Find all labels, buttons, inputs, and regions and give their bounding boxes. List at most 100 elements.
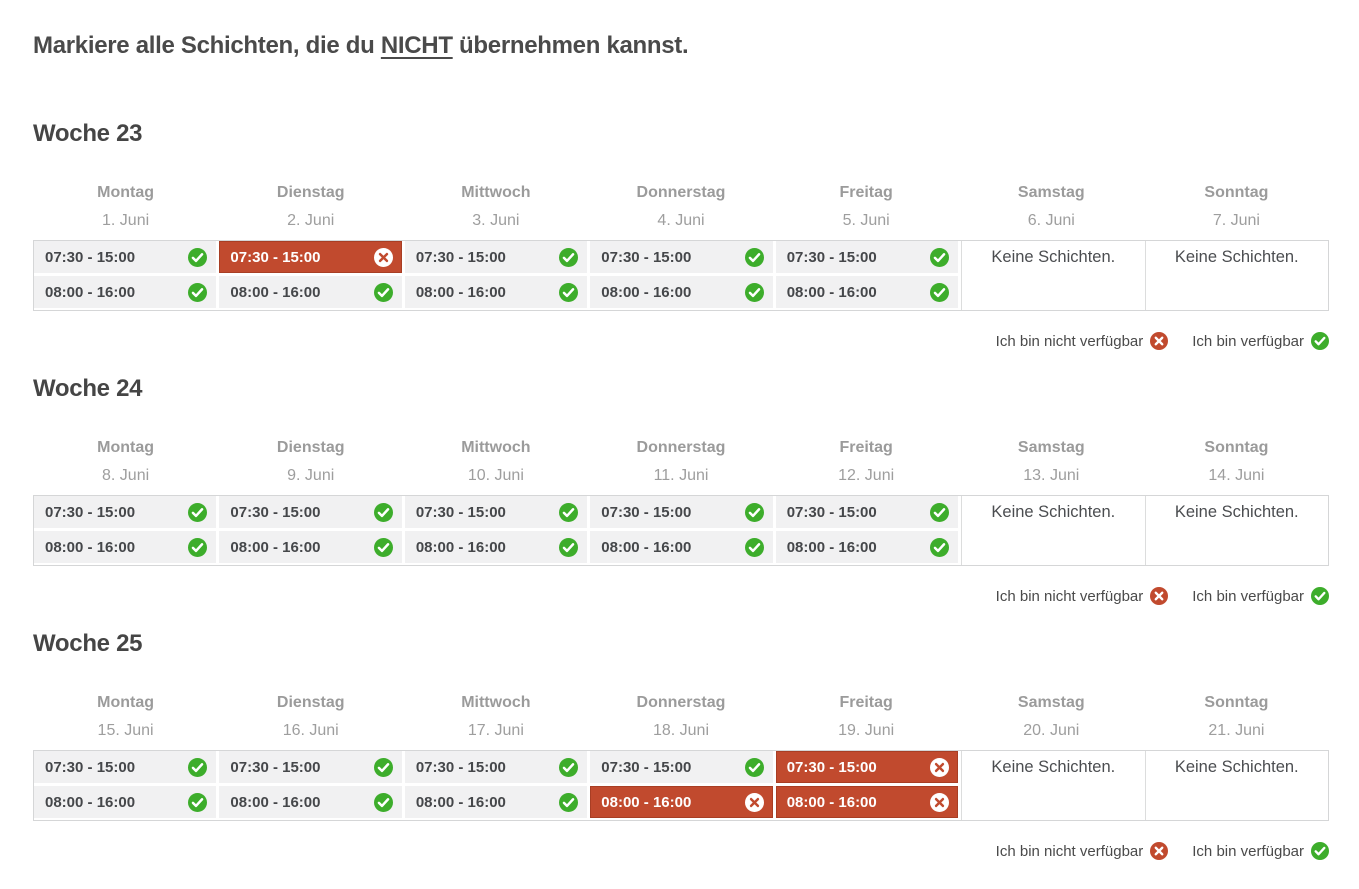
shift-cell[interactable]: 08:00 - 16:00: [219, 531, 402, 563]
day-column-sonntag: Keine Schichten.: [1144, 751, 1328, 820]
day-date: 5. Juni: [842, 212, 890, 229]
day-column-montag: 07:30 - 15:00 08:00 - 16:00: [34, 496, 220, 565]
shift-cell[interactable]: 07:30 - 15:00: [219, 241, 402, 273]
available-icon: [930, 282, 950, 302]
day-name: Sonntag: [1204, 694, 1269, 711]
day-name: Dienstag: [276, 694, 345, 711]
day-column-montag: 07:30 - 15:00 08:00 - 16:00: [34, 751, 220, 820]
shift-cell[interactable]: 07:30 - 15:00: [404, 496, 588, 528]
available-icon: [373, 282, 393, 302]
shift-cell[interactable]: 08:00 - 16:00: [34, 276, 217, 308]
day-header-sonntag: Sonntag 21. Juni: [1144, 694, 1329, 740]
day-header-samstag: Samstag 20. Juni: [959, 694, 1144, 740]
shift-time-label: 07:30 - 15:00: [230, 758, 321, 776]
legend: Ich bin nicht verfügbar Ich bin verfügba…: [33, 332, 1329, 350]
week-body: 07:30 - 15:00 08:00 - 16:00 07:30 - 15:00 0…: [33, 750, 1329, 821]
shift-cell[interactable]: 07:30 - 15:00: [404, 751, 588, 783]
shift-cell[interactable]: 08:00 - 16:00: [590, 276, 773, 308]
shift-cell[interactable]: 08:00 - 16:00: [775, 276, 959, 308]
shift-cell[interactable]: 08:00 - 16:00: [775, 786, 959, 818]
day-name: Sonntag: [1204, 439, 1269, 456]
shift-cell[interactable]: 07:30 - 15:00: [34, 496, 217, 528]
no-shifts-cell: Keine Schichten.: [962, 241, 1145, 310]
shift-cell[interactable]: 07:30 - 15:00: [219, 496, 402, 528]
day-header-dienstag: Dienstag 2. Juni: [218, 184, 403, 230]
shift-cell[interactable]: 07:30 - 15:00: [34, 751, 217, 783]
day-header-mittwoch: Mittwoch 10. Juni: [403, 439, 588, 485]
available-icon: [744, 757, 764, 777]
shift-time-label: 08:00 - 16:00: [45, 283, 136, 301]
shift-time-label: 08:00 - 16:00: [601, 538, 692, 556]
day-header-montag: Montag 8. Juni: [33, 439, 218, 485]
shift-cell[interactable]: 08:00 - 16:00: [775, 531, 959, 563]
day-name: Donnerstag: [636, 439, 726, 456]
day-header-freitag: Freitag 5. Juni: [774, 184, 959, 230]
day-name: Mittwoch: [461, 439, 531, 456]
day-date: 19. Juni: [838, 722, 895, 739]
day-header-samstag: Samstag 13. Juni: [959, 439, 1144, 485]
legend-available-label: Ich bin verfügbar: [1192, 587, 1304, 605]
day-header-sonntag: Sonntag 7. Juni: [1144, 184, 1329, 230]
no-shifts-cell: Keine Schichten.: [1145, 751, 1328, 820]
day-header-dienstag: Dienstag 9. Juni: [218, 439, 403, 485]
shift-cell[interactable]: 08:00 - 16:00: [590, 531, 773, 563]
day-name: Montag: [97, 439, 154, 456]
shift-cell[interactable]: 08:00 - 16:00: [219, 276, 402, 308]
available-icon: [930, 247, 950, 267]
shift-time-label: 07:30 - 15:00: [45, 503, 136, 521]
day-date: 4. Juni: [657, 212, 705, 229]
shift-cell[interactable]: 07:30 - 15:00: [590, 496, 773, 528]
shift-cell[interactable]: 07:30 - 15:00: [775, 496, 959, 528]
day-date: 18. Juni: [652, 722, 710, 739]
shift-availability-page: Markiere alle Schichten, die du NICHT üb…: [33, 32, 1329, 860]
week-title-24: Woche 24: [33, 375, 143, 402]
week-title-25: Woche 25: [33, 630, 143, 657]
day-header-montag: Montag 15. Juni: [33, 694, 218, 740]
available-icon: [930, 537, 950, 557]
shift-cell[interactable]: 07:30 - 15:00: [775, 751, 959, 783]
unavailable-icon: [930, 792, 950, 812]
day-date: 20. Juni: [1023, 722, 1080, 739]
shift-cell[interactable]: 07:30 - 15:00: [404, 241, 588, 273]
shift-cell[interactable]: 07:30 - 15:00: [590, 751, 773, 783]
shift-cell[interactable]: 08:00 - 16:00: [404, 276, 588, 308]
unavailable-icon: [1150, 842, 1169, 860]
shift-cell[interactable]: 08:00 - 16:00: [590, 786, 773, 818]
day-column-freitag: 07:30 - 15:00 08:00 - 16:00: [775, 241, 962, 310]
day-date: 11. Juni: [653, 467, 709, 484]
available-icon: [744, 282, 764, 302]
shift-time-label: 07:30 - 15:00: [45, 248, 136, 266]
day-column-dienstag: 07:30 - 15:00 08:00 - 16:00: [219, 496, 405, 565]
shift-cell[interactable]: 08:00 - 16:00: [404, 531, 588, 563]
shift-time-label: 07:30 - 15:00: [786, 248, 877, 266]
shift-cell[interactable]: 08:00 - 16:00: [34, 531, 217, 563]
day-column-sonntag: Keine Schichten.: [1144, 496, 1328, 565]
shift-cell[interactable]: 07:30 - 15:00: [34, 241, 217, 273]
available-icon: [559, 537, 579, 557]
week-section: Woche 24 Montag 8. Juni Dienstag 9. Juni Mit…: [33, 375, 1329, 605]
week-body: 07:30 - 15:00 08:00 - 16:00 07:30 - 15:00 0…: [33, 495, 1329, 566]
shift-cell[interactable]: 08:00 - 16:00: [404, 786, 588, 818]
shift-cell[interactable]: 08:00 - 16:00: [219, 786, 402, 818]
unavailable-icon: [373, 247, 393, 267]
legend-available-label: Ich bin verfügbar: [1192, 842, 1304, 860]
shift-time-label: 08:00 - 16:00: [415, 283, 506, 301]
week-title-23: Woche 23: [33, 120, 143, 147]
day-column-donnerstag: 07:30 - 15:00 08:00 - 16:00: [590, 751, 776, 820]
day-header-donnerstag: Donnerstag 4. Juni: [588, 184, 773, 230]
shift-cell[interactable]: 07:30 - 15:00: [775, 241, 959, 273]
day-date: 8. Juni: [102, 467, 150, 484]
week-section: Woche 25 Montag 15. Juni Dienstag 16. Juni M…: [33, 630, 1329, 860]
available-icon: [188, 757, 208, 777]
shift-time-label: 07:30 - 15:00: [601, 758, 692, 776]
day-name: Samstag: [1017, 184, 1085, 201]
shift-cell[interactable]: 07:30 - 15:00: [590, 241, 773, 273]
shift-cell[interactable]: 07:30 - 15:00: [219, 751, 402, 783]
shift-cell[interactable]: 08:00 - 16:00: [34, 786, 217, 818]
week-header-row: Montag 15. Juni Dienstag 16. Juni Mittwoch 17…: [33, 694, 1329, 740]
shift-time-label: 07:30 - 15:00: [786, 758, 877, 776]
legend-unavailable: Ich bin nicht verfügbar: [996, 332, 1169, 350]
day-date: 1. Juni: [102, 212, 150, 229]
page-title-suffix: übernehmen kannst.: [452, 32, 689, 59]
available-icon: [930, 502, 950, 522]
